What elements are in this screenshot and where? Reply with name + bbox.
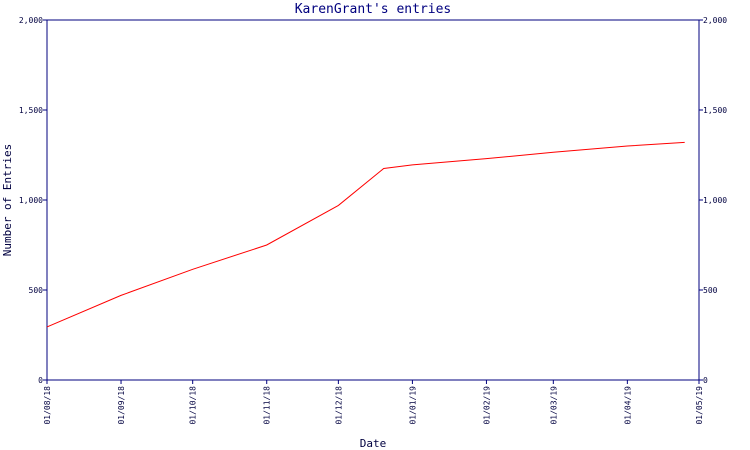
y-tick-label-right: 1,000: [703, 196, 727, 205]
y-tick-label-left: 1,500: [19, 106, 43, 115]
x-tick-label: 01/10/18: [189, 386, 198, 425]
x-tick-label: 01/08/18: [43, 386, 52, 425]
y-tick-label-left: 1,000: [19, 196, 43, 205]
x-tick-label: 01/11/18: [263, 386, 272, 425]
x-axis: 01/08/18 01/09/18 01/10/18 01/11/18 01/12/18…: [43, 380, 704, 425]
x-tick-label: 01/01/19: [408, 386, 417, 425]
x-tick-label: 01/05/19: [695, 386, 704, 425]
x-tick-label: 01/02/19: [482, 386, 491, 425]
y-tick-label-left: 0: [38, 376, 43, 385]
y-axis-label: Number of Entries: [1, 144, 14, 257]
series-line: [46, 141, 685, 328]
plot-area: [46, 19, 700, 381]
x-tick-label: 01/12/18: [334, 386, 343, 425]
y-axis: 0 0 500 500 1,000 1,000 1,500 1,500 2,000 2,000: [19, 16, 727, 385]
x-tick-label: 01/03/19: [549, 386, 558, 425]
y-tick-label-right: 0: [703, 376, 708, 385]
chart-title: KarenGrant's entries: [295, 2, 452, 17]
y-tick-label-right: 1,500: [703, 106, 727, 115]
y-tick-label-right: 2,000: [703, 16, 727, 25]
x-tick-label: 01/04/19: [623, 386, 632, 425]
y-tick-label-left: 2,000: [19, 16, 43, 25]
y-tick-label-right: 500: [703, 286, 718, 295]
y-tick-label-left: 500: [29, 286, 44, 295]
x-tick-label: 01/09/18: [117, 386, 126, 425]
x-axis-label: Date: [360, 437, 387, 450]
